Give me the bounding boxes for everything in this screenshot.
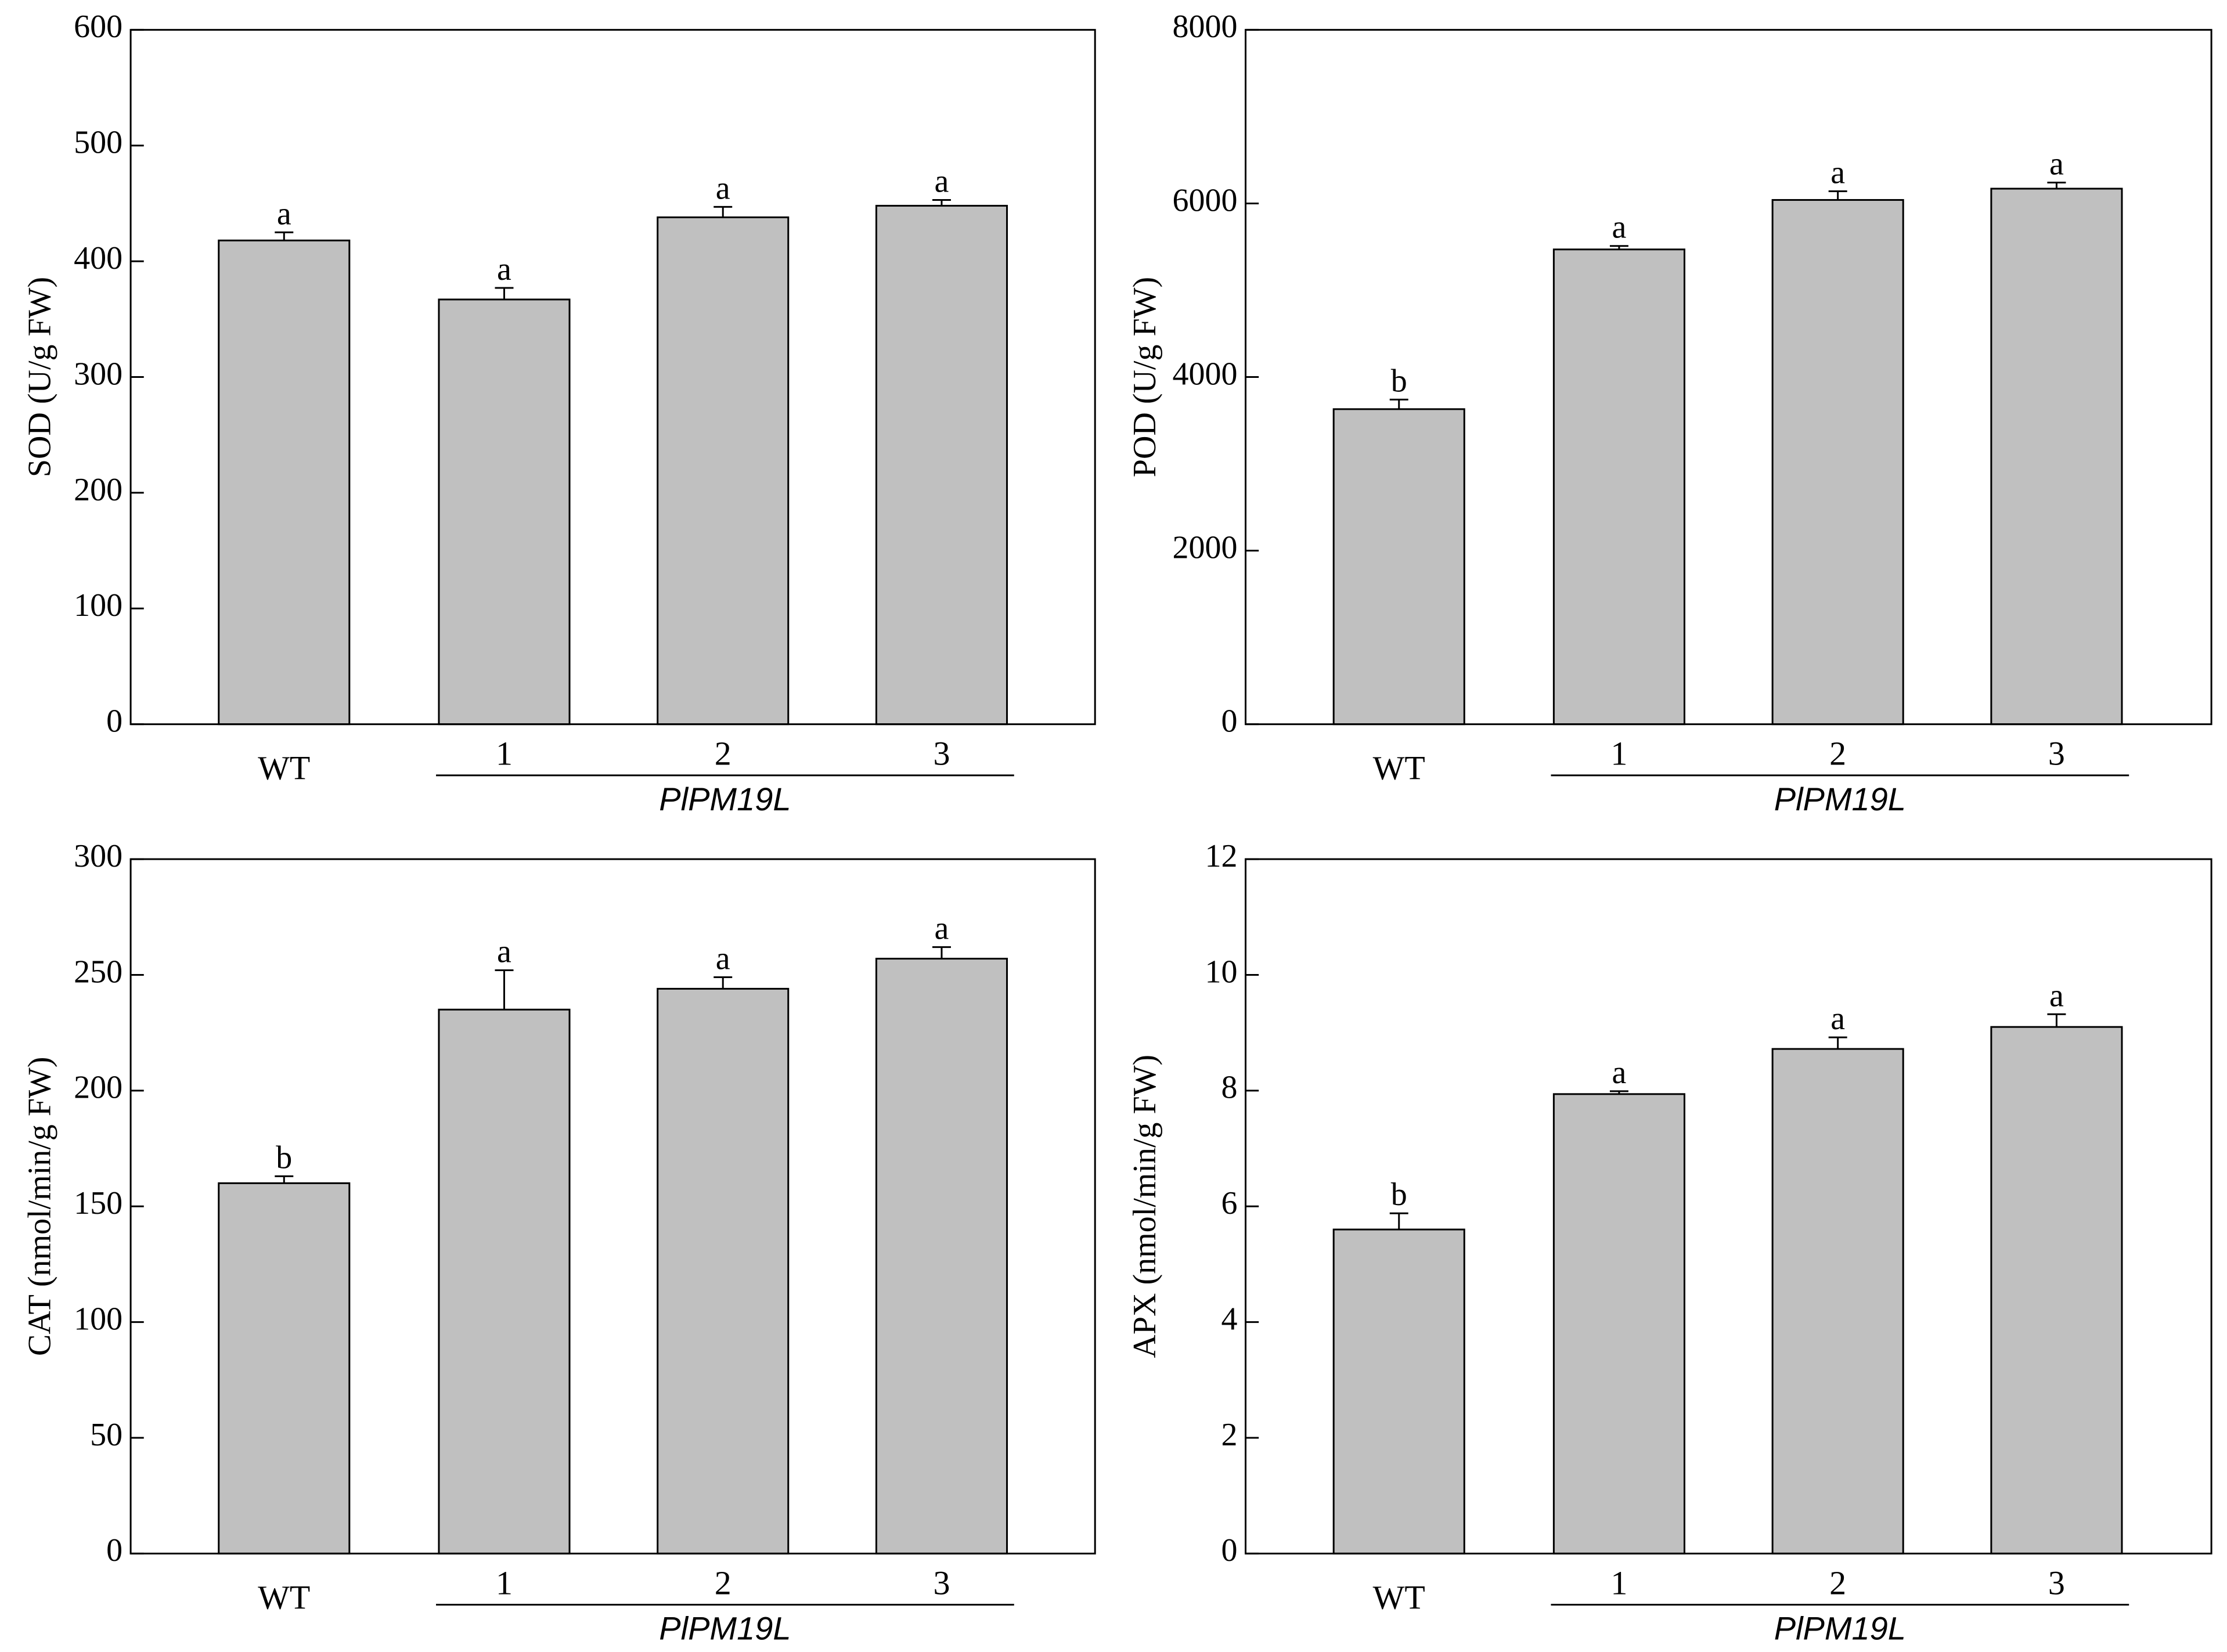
bar-2	[657, 216, 790, 726]
y-tick-label: 6000	[1173, 182, 1238, 218]
y-tick-label: 0	[1221, 704, 1238, 740]
category-label: WT	[1373, 749, 1425, 787]
y-tick-label: 0	[106, 704, 122, 740]
significance-label: a	[497, 251, 511, 287]
category-label: 1	[1610, 735, 1627, 773]
y-tick-label: 50	[90, 1417, 122, 1453]
chart-panel-2: 0 50 100 150 200 250 300 b WT a 1 a 2 a 3 PlPM19L CAT (n…	[22, 838, 1096, 1646]
plot-frame	[1245, 28, 2212, 726]
bar-1	[438, 298, 571, 726]
y-axis-label: SOD (U/g FW)	[22, 277, 58, 477]
y-tick-label: 100	[74, 1301, 122, 1337]
bar-1	[438, 1008, 571, 1554]
y-axis-label: POD (U/g FW)	[1127, 277, 1163, 477]
significance-label: b	[1391, 1177, 1407, 1213]
category-label: WT	[258, 749, 310, 787]
category-label: 3	[2048, 1564, 2065, 1601]
y-tick-label: 200	[74, 1070, 122, 1106]
y-tick-label: 4	[1221, 1301, 1238, 1337]
group-label: PlPM19L	[1774, 1610, 1906, 1646]
significance-label: a	[716, 170, 730, 206]
category-label: 1	[496, 735, 513, 773]
bar-3	[875, 204, 1008, 726]
chart-panel-1: 0 2000 4000 6000 8000 b WT a 1 a 2 a 3 PlPM19L POD (U/…	[1127, 9, 2212, 817]
bar-WT	[218, 1182, 351, 1554]
y-tick-label: 12	[1205, 838, 1238, 874]
y-tick-label: 500	[74, 125, 122, 161]
y-tick-label: 4000	[1173, 356, 1238, 392]
category-label: 2	[1829, 735, 1846, 773]
y-tick-label: 300	[74, 838, 122, 874]
significance-label: a	[277, 196, 291, 232]
y-tick-label: 8	[1221, 1070, 1238, 1106]
significance-label: a	[1612, 210, 1626, 246]
significance-label: a	[935, 911, 949, 947]
bar-1	[1552, 248, 1685, 726]
chart-panel-3: 0 2 4 6 8 10 12 b WT a 1 a 2 a 3 PlPM19L APX (nmol/min/g…	[1127, 838, 2212, 1646]
y-axis-label: CAT (nmol/min/g FW)	[22, 1057, 58, 1356]
category-label: 2	[715, 1564, 731, 1601]
bar-2	[657, 987, 790, 1554]
bar-WT	[218, 239, 351, 726]
bar-3	[1990, 1026, 2123, 1554]
category-label: WT	[258, 1578, 310, 1616]
y-tick-label: 0	[106, 1532, 122, 1568]
bar-3	[875, 958, 1008, 1554]
y-tick-label: 0	[1221, 1532, 1238, 1568]
category-label: WT	[1373, 1578, 1425, 1616]
y-tick-label: 250	[74, 954, 122, 990]
significance-label: a	[1830, 1001, 1845, 1037]
group-label: PlPM19L	[659, 781, 791, 817]
category-label: 2	[1829, 1564, 1846, 1601]
bar-2	[1771, 1048, 1904, 1554]
plot-frame	[1245, 858, 2212, 1554]
y-tick-label: 600	[74, 9, 122, 45]
significance-label: a	[716, 940, 730, 976]
bar-WT	[1332, 1228, 1465, 1554]
significance-label: a	[2049, 978, 2064, 1013]
y-tick-label: 300	[74, 356, 122, 392]
bar-3	[1990, 187, 2123, 726]
y-tick-label: 100	[74, 587, 122, 623]
y-tick-label: 2	[1221, 1417, 1238, 1453]
y-tick-label: 6	[1221, 1185, 1238, 1221]
y-tick-label: 200	[74, 472, 122, 508]
group-label: PlPM19L	[659, 1610, 791, 1646]
plot-frame	[129, 28, 1096, 726]
y-tick-label: 8000	[1173, 9, 1238, 45]
category-label: 2	[715, 735, 731, 773]
y-tick-label: 10	[1205, 954, 1238, 990]
significance-label: a	[497, 933, 511, 969]
category-label: 3	[933, 735, 950, 773]
bar-WT	[1332, 408, 1465, 726]
significance-label: a	[1830, 155, 1845, 191]
significance-label: a	[1612, 1055, 1626, 1091]
bar-2	[1771, 199, 1904, 726]
plot-frame	[129, 858, 1096, 1554]
y-tick-label: 2000	[1173, 529, 1238, 565]
category-label: 1	[496, 1564, 513, 1601]
significance-label: a	[2049, 146, 2064, 182]
significance-label: a	[935, 163, 949, 199]
category-label: 3	[933, 1564, 950, 1601]
y-axis-label: APX (nmol/min/g FW)	[1127, 1055, 1163, 1358]
category-label: 3	[2048, 735, 2065, 773]
bar-1	[1552, 1093, 1685, 1554]
category-label: 1	[1610, 1564, 1627, 1601]
significance-label: b	[276, 1139, 292, 1175]
significance-label: b	[1391, 363, 1407, 399]
y-tick-label: 150	[74, 1185, 122, 1221]
y-tick-label: 400	[74, 240, 122, 276]
group-label: PlPM19L	[1774, 781, 1906, 817]
chart-panel-0: 0 100 200 300 400 500 600 a WT a 1 a 2 a 3 PlPM19L SOD (…	[22, 9, 1096, 817]
